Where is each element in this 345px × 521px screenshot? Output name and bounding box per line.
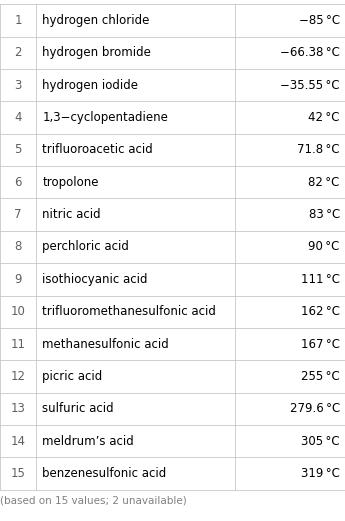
Text: isothiocyanic acid: isothiocyanic acid <box>42 273 148 286</box>
Text: 162 °C: 162 °C <box>301 305 340 318</box>
Text: 4: 4 <box>14 111 22 124</box>
Text: 279.6 °C: 279.6 °C <box>289 402 340 415</box>
Text: picric acid: picric acid <box>42 370 103 383</box>
Text: tropolone: tropolone <box>42 176 99 189</box>
Text: perchloric acid: perchloric acid <box>42 241 129 253</box>
Text: 305 °C: 305 °C <box>301 435 340 448</box>
Text: trifluoroacetic acid: trifluoroacetic acid <box>42 143 153 156</box>
Text: 10: 10 <box>11 305 26 318</box>
Text: hydrogen chloride: hydrogen chloride <box>42 14 150 27</box>
Text: −66.38 °C: −66.38 °C <box>280 46 340 59</box>
Text: meldrum’s acid: meldrum’s acid <box>42 435 134 448</box>
Text: 82 °C: 82 °C <box>308 176 340 189</box>
Text: 1: 1 <box>14 14 22 27</box>
Text: benzenesulfonic acid: benzenesulfonic acid <box>42 467 167 480</box>
Text: 42 °C: 42 °C <box>308 111 340 124</box>
Text: 167 °C: 167 °C <box>301 338 340 351</box>
Text: 9: 9 <box>14 273 22 286</box>
Text: (based on 15 values; 2 unavailable): (based on 15 values; 2 unavailable) <box>0 496 187 506</box>
Text: 12: 12 <box>11 370 26 383</box>
Text: 5: 5 <box>14 143 22 156</box>
Text: 255 °C: 255 °C <box>301 370 340 383</box>
Text: 319 °C: 319 °C <box>301 467 340 480</box>
Text: 15: 15 <box>11 467 26 480</box>
Text: −85 °C: −85 °C <box>299 14 340 27</box>
Text: 13: 13 <box>11 402 26 415</box>
Text: −35.55 °C: −35.55 °C <box>280 79 340 92</box>
Text: methanesulfonic acid: methanesulfonic acid <box>42 338 169 351</box>
Text: hydrogen bromide: hydrogen bromide <box>42 46 151 59</box>
Text: 90 °C: 90 °C <box>308 241 340 253</box>
Text: 3: 3 <box>14 79 22 92</box>
Text: 6: 6 <box>14 176 22 189</box>
Text: trifluoromethanesulfonic acid: trifluoromethanesulfonic acid <box>42 305 216 318</box>
Text: 8: 8 <box>14 241 22 253</box>
Text: 7: 7 <box>14 208 22 221</box>
Text: 11: 11 <box>11 338 26 351</box>
Text: 83 °C: 83 °C <box>308 208 340 221</box>
Text: hydrogen iodide: hydrogen iodide <box>42 79 138 92</box>
Text: nitric acid: nitric acid <box>42 208 101 221</box>
Text: 71.8 °C: 71.8 °C <box>297 143 340 156</box>
Text: sulfuric acid: sulfuric acid <box>42 402 114 415</box>
Text: 2: 2 <box>14 46 22 59</box>
Text: 14: 14 <box>11 435 26 448</box>
Text: 111 °C: 111 °C <box>301 273 340 286</box>
Text: 1,3−cyclopentadiene: 1,3−cyclopentadiene <box>42 111 168 124</box>
